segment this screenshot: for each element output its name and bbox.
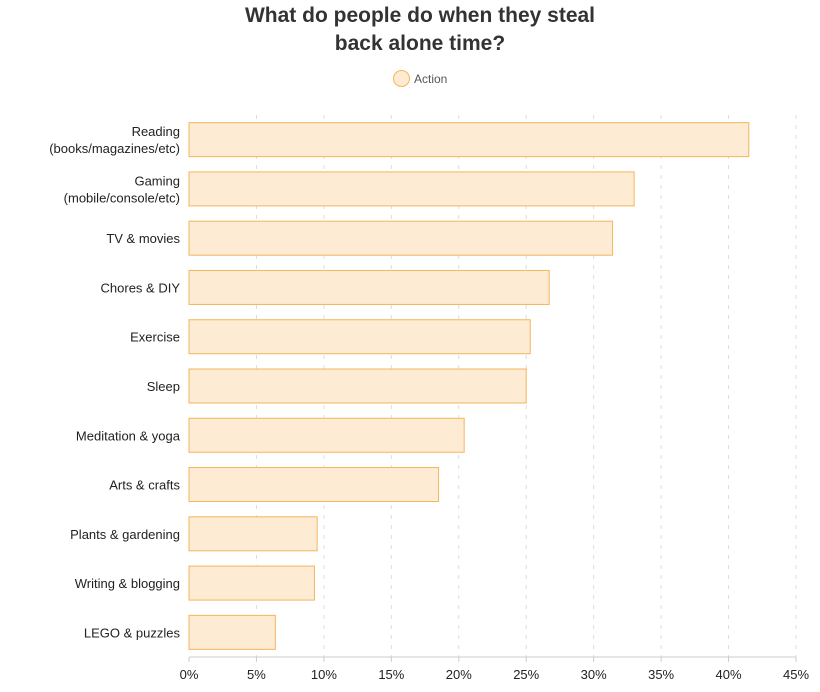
x-tick-label: 45% [783,667,809,682]
x-tick-label: 40% [716,667,742,682]
category-label: Gaming [134,173,180,188]
bar [188,368,527,404]
category-label: TV & movies [106,231,180,246]
x-tick-label: 25% [513,667,539,682]
x-tick-label: 20% [446,667,472,682]
legend[interactable]: Action [393,70,447,87]
category-label: Sleep [147,379,180,394]
bar [188,516,318,552]
category-label: Writing & blogging [75,576,180,591]
category-label: (mobile/console/etc) [64,190,180,205]
category-label: Arts & crafts [109,478,180,493]
bar [188,122,750,158]
category-label: LEGO & puzzles [84,625,181,640]
bar [188,220,614,256]
category-label: Chores & DIY [101,280,181,295]
x-tick-label: 5% [247,667,266,682]
x-tick-label: 10% [311,667,337,682]
x-tick-label: 35% [648,667,674,682]
title-line-2: back alone time? [334,32,506,55]
legend-label: Action [414,71,448,86]
category-label: Meditation & yoga [76,428,181,443]
title-line-1: What do people do when they steal [244,4,596,27]
legend-swatch [393,70,410,87]
x-tick-label: 30% [581,667,607,682]
category-label: (books/magazines/etc) [49,141,180,156]
x-tick-label: 15% [378,667,404,682]
category-label: Exercise [130,330,180,345]
bar [188,171,635,207]
chart-title: What do people do when they steal back a… [0,2,820,58]
bar [188,269,550,305]
x-tick-label: 0% [180,667,199,682]
bar [188,417,465,453]
bar [188,319,531,355]
bar [188,467,440,503]
category-label: Plants & gardening [70,527,180,542]
bar [188,565,315,601]
bar [188,614,276,650]
category-label: Reading [132,124,180,139]
